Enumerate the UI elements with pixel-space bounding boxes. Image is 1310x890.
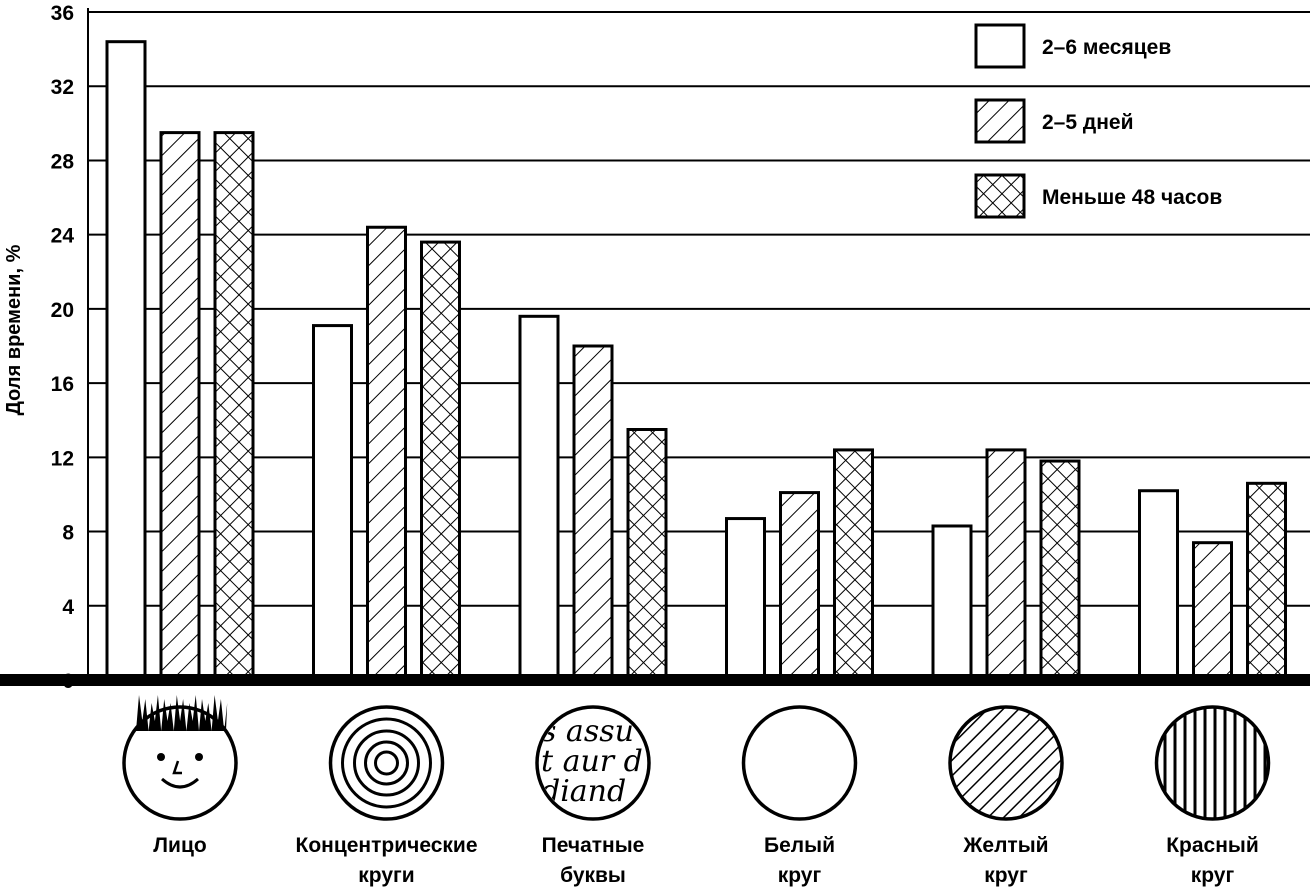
- bar: [518, 314, 560, 682]
- axes: 4 8 12 16 20 24 28 32 36 0: [0, 2, 1310, 693]
- bar: [1138, 489, 1179, 682]
- bar: [1192, 541, 1233, 682]
- bars: [105, 40, 1287, 682]
- bar: [1246, 481, 1287, 682]
- category-label: круг: [984, 864, 1028, 887]
- category-label: Красный: [1166, 834, 1259, 857]
- bar: [985, 448, 1027, 682]
- legend-label: Меньше 48 часов: [1042, 186, 1222, 209]
- y-tick-label: 8: [62, 522, 74, 545]
- category-label: Желтый: [962, 834, 1048, 857]
- bar: [159, 131, 201, 682]
- legend-label: 2–5 дней: [1042, 111, 1133, 134]
- y-tick-label: 28: [51, 150, 75, 173]
- printed-letters-line: t aur d: [541, 744, 643, 779]
- y-tick-label: 12: [51, 447, 74, 470]
- bar: [1039, 459, 1081, 682]
- bar: [420, 240, 461, 682]
- category-label: круги: [358, 864, 414, 887]
- white-circle-icon: [741, 705, 858, 821]
- y-axis-title: Доля времени, %: [3, 244, 25, 415]
- bar: [572, 344, 614, 682]
- bar: [779, 491, 820, 682]
- category-label: Печатные: [542, 834, 645, 857]
- bar: [213, 131, 255, 682]
- category-label: круг: [1191, 864, 1235, 887]
- category-label: Белый: [764, 834, 835, 857]
- category-label: Концентрические: [296, 834, 478, 857]
- concentric-circles-icon: [328, 705, 445, 821]
- y-tick-label: 0: [62, 670, 74, 693]
- y-tick-label: 32: [51, 76, 74, 99]
- legend-swatch: [974, 23, 1026, 69]
- red-circle-icon: [1154, 705, 1271, 821]
- y-tick-label: 36: [51, 2, 74, 25]
- grid-lines: [88, 11, 1310, 607]
- legend-swatch: [974, 98, 1026, 144]
- y-tick-label: 4: [62, 596, 74, 619]
- bar: [312, 324, 353, 682]
- category-label: буквы: [560, 864, 626, 887]
- legend-swatch: [974, 173, 1026, 219]
- bar: [931, 524, 973, 682]
- yellow-circle-icon: [948, 705, 1064, 821]
- face-icon: [122, 695, 238, 821]
- category-label: Лицо: [153, 834, 206, 857]
- x-axis-baseline: [0, 674, 1310, 686]
- legend: 2–6 месяцев 2–5 дней Меньше 48 часов: [974, 23, 1222, 219]
- y-tick-label: 24: [51, 225, 75, 248]
- bar: [626, 428, 668, 682]
- y-tick-label: 20: [51, 299, 74, 322]
- bar: [725, 517, 766, 682]
- bar: [366, 225, 407, 682]
- y-tick-label: 16: [51, 373, 74, 396]
- category-labels: Лицо Концентрические круги Печатные буквы Бел…: [153, 834, 1258, 887]
- bar: [105, 40, 147, 682]
- legend-label: 2–6 месяцев: [1042, 36, 1171, 59]
- bar: [833, 448, 874, 682]
- category-label: круг: [778, 864, 822, 887]
